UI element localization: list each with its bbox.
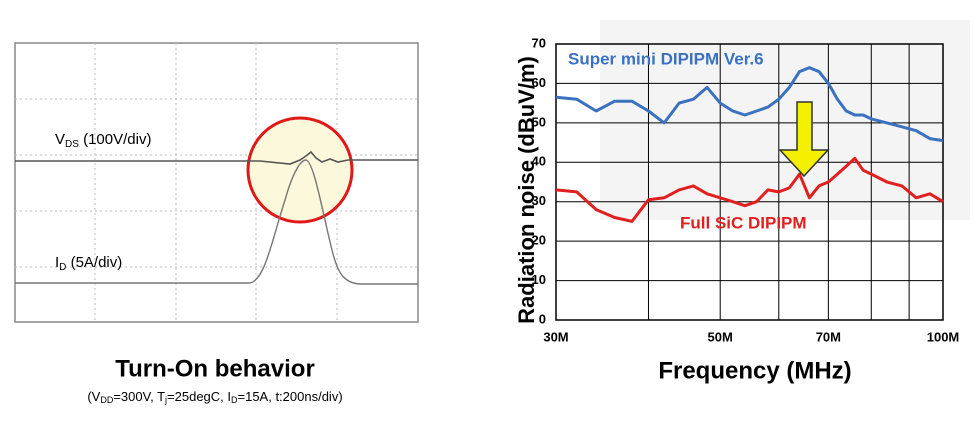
x-tick-label: 50M [708,329,733,344]
series-label: Full SiC DIPIPM [680,213,807,232]
y-tick-label: 60 [532,75,546,90]
y-axis-title: Radiation noise (dBuV/m) [514,56,539,324]
scope-frame [14,42,419,323]
noise-chart: 0 10 20 30 40 50 60 70 30M 50M 70M 100M [532,20,970,344]
series-line [555,66,944,143]
x-tick-label: 70M [816,329,841,344]
id-label: ID (5A/div) [55,254,122,273]
x-axis-title: Frequency (MHz) [658,357,851,384]
y-tick-label: 50 [532,114,546,129]
scope-panel: VDS (100V/div) ID (5A/div) Turn-On behav… [14,42,419,405]
y-tick-label: 20 [532,233,546,248]
highlight-circle [246,116,354,224]
caption: Turn-On behavior [115,355,315,382]
y-tick-label: 40 [532,154,546,169]
x-tick-label: 100M [927,329,960,344]
series-label: Super mini DIPIPM Ver.6 [568,49,764,68]
vds-label: VDS (100V/div) [55,131,151,150]
x-tick-label: 30M [543,329,568,344]
y-tick-label: 70 [532,35,546,50]
y-tick-label: 10 [532,272,546,287]
y-tick-label: 30 [532,193,546,208]
overlay: Super mini DIPIPM Ver.6 Full SiC DIPIPM … [514,49,852,384]
y-tick-label: 0 [539,311,546,326]
id-trace [15,159,418,285]
subcaption: (VDD=300V, Tj=25degC, ID=15A, t:200ns/di… [87,389,342,405]
reduction-arrow [778,101,830,178]
series-line [555,156,944,223]
vds-trace [15,150,418,165]
